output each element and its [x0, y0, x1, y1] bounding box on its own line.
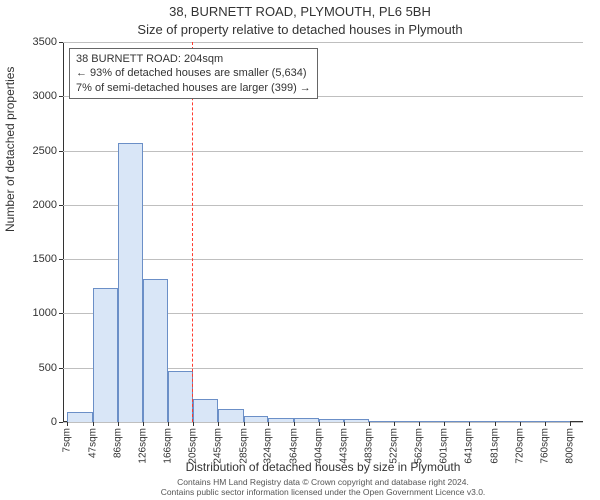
x-tick-label: 681sqm — [489, 428, 500, 464]
plot-area: 38 BURNETT ROAD: 204sqm ← 93% of detache… — [63, 42, 583, 422]
x-tick-mark — [419, 422, 420, 426]
x-tick-label: 324sqm — [263, 428, 274, 464]
x-tick-mark — [143, 422, 144, 426]
x-tick-mark — [118, 422, 119, 426]
x-tick-label: 522sqm — [389, 428, 400, 464]
y-tick-label: 2000 — [33, 199, 63, 211]
x-tick-mark — [444, 422, 445, 426]
x-tick-mark — [218, 422, 219, 426]
histogram-bar — [520, 421, 545, 422]
histogram-bar — [469, 421, 494, 422]
info-line-smaller: ← 93% of detached houses are smaller (5,… — [76, 66, 311, 80]
x-tick-label: 800sqm — [565, 428, 576, 464]
y-tick-label: 0 — [51, 416, 63, 428]
x-tick-label: 364sqm — [288, 428, 299, 464]
histogram-bar — [344, 419, 369, 422]
y-tick-label: 1000 — [33, 307, 63, 319]
x-tick-label: 641sqm — [464, 428, 475, 464]
x-tick-label: 443sqm — [338, 428, 349, 464]
y-tick-label: 1500 — [33, 253, 63, 265]
y-tick-label: 2500 — [33, 145, 63, 157]
info-line-larger: 7% of semi-detached houses are larger (3… — [76, 81, 311, 95]
gridline — [63, 422, 583, 423]
x-axis-label: Distribution of detached houses by size … — [63, 460, 583, 474]
x-tick-label: 285sqm — [238, 428, 249, 464]
x-tick-label: 126sqm — [137, 428, 148, 464]
histogram-bar — [495, 421, 520, 422]
footer-line-1: Contains HM Land Registry data © Crown c… — [63, 477, 583, 487]
x-tick-label: 760sqm — [539, 428, 550, 464]
histogram-bar — [294, 418, 319, 422]
x-tick-mark — [268, 422, 269, 426]
y-tick-label: 500 — [39, 362, 63, 374]
footer-line-2: Contains public sector information licen… — [63, 487, 583, 497]
x-tick-label: 483sqm — [364, 428, 375, 464]
histogram-bar — [444, 421, 469, 422]
histogram-bar — [218, 409, 243, 422]
x-tick-mark — [67, 422, 68, 426]
histogram-bar — [419, 421, 444, 422]
footer-attribution: Contains HM Land Registry data © Crown c… — [63, 477, 583, 497]
histogram-bar — [67, 412, 92, 422]
x-tick-mark — [244, 422, 245, 426]
histogram-bar — [268, 418, 293, 422]
x-tick-label: 205sqm — [188, 428, 199, 464]
x-tick-mark — [193, 422, 194, 426]
x-tick-mark — [168, 422, 169, 426]
histogram-bar — [319, 419, 344, 422]
gridline — [63, 42, 583, 43]
x-tick-label: 404sqm — [314, 428, 325, 464]
histogram-bar — [193, 399, 218, 422]
chart-frame: 38, BURNETT ROAD, PLYMOUTH, PL6 5BH Size… — [0, 0, 600, 500]
x-tick-mark — [570, 422, 571, 426]
histogram-bar — [369, 421, 394, 422]
x-tick-mark — [495, 422, 496, 426]
x-tick-label: 166sqm — [163, 428, 174, 464]
x-tick-label: 47sqm — [87, 428, 98, 458]
y-axis-line — [63, 42, 64, 422]
x-tick-mark — [344, 422, 345, 426]
x-tick-mark — [394, 422, 395, 426]
histogram-bar — [118, 143, 143, 422]
info-box: 38 BURNETT ROAD: 204sqm ← 93% of detache… — [69, 48, 318, 99]
x-tick-mark — [369, 422, 370, 426]
y-tick-label: 3500 — [33, 36, 63, 48]
x-tick-mark — [545, 422, 546, 426]
histogram-bar — [394, 421, 419, 422]
x-tick-label: 86sqm — [112, 428, 123, 458]
info-line-address: 38 BURNETT ROAD: 204sqm — [76, 52, 311, 66]
x-tick-mark — [520, 422, 521, 426]
chart-subtitle: Size of property relative to detached ho… — [0, 22, 600, 37]
y-tick-label: 3000 — [33, 90, 63, 102]
x-tick-label: 562sqm — [414, 428, 425, 464]
histogram-bar — [143, 279, 168, 422]
y-axis-label: Number of detached properties — [3, 67, 17, 232]
x-tick-label: 601sqm — [439, 428, 450, 464]
address-title: 38, BURNETT ROAD, PLYMOUTH, PL6 5BH — [0, 4, 600, 19]
histogram-bar — [168, 371, 193, 422]
x-tick-label: 245sqm — [213, 428, 224, 464]
x-tick-label: 720sqm — [514, 428, 525, 464]
x-tick-label: 7sqm — [62, 428, 73, 452]
x-tick-mark — [469, 422, 470, 426]
x-tick-mark — [93, 422, 94, 426]
x-tick-mark — [294, 422, 295, 426]
histogram-bar — [93, 288, 118, 422]
histogram-bar — [244, 416, 269, 423]
reference-line — [192, 42, 193, 422]
histogram-bar — [545, 421, 570, 422]
x-tick-mark — [319, 422, 320, 426]
